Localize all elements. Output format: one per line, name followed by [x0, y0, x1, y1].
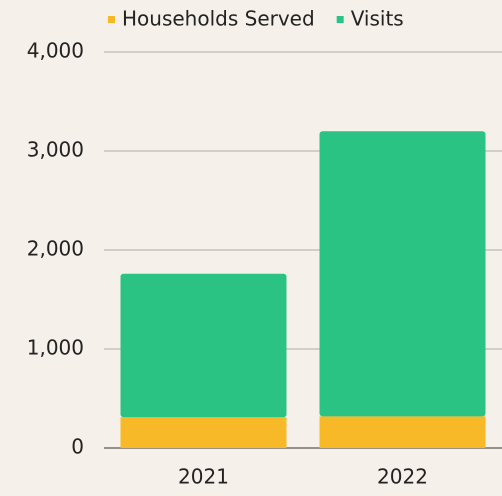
- bar-segment: [319, 416, 486, 448]
- legend-label: Visits: [351, 7, 404, 31]
- x-tick-label: 2022: [377, 465, 428, 489]
- y-tick-label: 1,000: [27, 336, 84, 360]
- y-tick-label: 4,000: [27, 39, 84, 63]
- bar-segment: [120, 417, 287, 448]
- y-tick-label: 0: [71, 435, 84, 459]
- legend-label: Households Served: [122, 7, 315, 31]
- y-tick-label: 2,000: [27, 237, 84, 261]
- legend-swatch: [108, 16, 115, 23]
- y-tick-label: 3,000: [27, 138, 84, 162]
- legend-swatch: [336, 16, 344, 23]
- x-tick-label: 2021: [178, 465, 229, 489]
- bar-segment: [319, 131, 486, 417]
- bar-segment: [120, 273, 287, 418]
